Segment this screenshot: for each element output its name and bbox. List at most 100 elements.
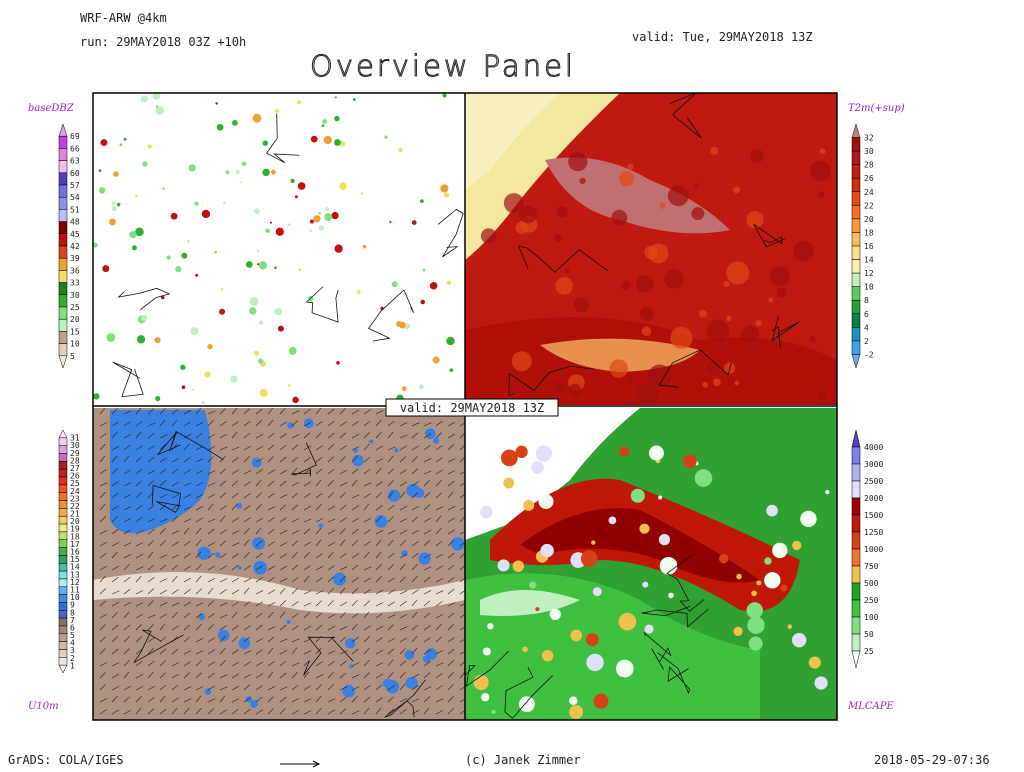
wind-arrow xyxy=(255,638,264,643)
wind-arrow xyxy=(171,481,180,487)
model-label: WRF-ARW @4km xyxy=(80,11,167,25)
colorbar-label: 250 xyxy=(864,596,879,605)
colorbar-segment xyxy=(58,282,68,296)
wind-arrow xyxy=(303,575,310,583)
temperature-patch xyxy=(769,266,790,287)
wind-arrow xyxy=(159,708,167,715)
wind-arrow xyxy=(327,671,334,679)
wind-arrow xyxy=(375,707,382,715)
colorbar-label: 22 xyxy=(864,201,874,210)
wind-arrow xyxy=(327,468,335,475)
radar-echo xyxy=(443,192,450,198)
wind-arrow xyxy=(351,600,358,607)
colorbar-segment xyxy=(851,633,861,652)
colorbar-label: 100 xyxy=(864,613,879,622)
colorbar-segment xyxy=(58,196,68,210)
wind-arrow xyxy=(243,481,251,487)
wind-arrow xyxy=(183,409,192,415)
wind-arrow xyxy=(231,611,238,619)
colorbar-label: 18 xyxy=(864,228,874,237)
radar-echo xyxy=(265,228,270,234)
valid-label: valid: Tue, 29MAY2018 13Z xyxy=(632,30,813,44)
radar-echo xyxy=(360,192,363,195)
colorbar-label: 36 xyxy=(70,266,80,275)
wind-arrow xyxy=(459,482,465,487)
colorbar-segment xyxy=(58,461,68,470)
temperature-panel xyxy=(465,93,837,405)
wind-arrow xyxy=(363,636,370,643)
cape-patch xyxy=(658,533,671,546)
wind-arrow xyxy=(183,624,191,631)
radar-echo xyxy=(219,308,226,315)
colorbar-label: 45 xyxy=(70,230,80,239)
wind-arrow xyxy=(315,647,322,655)
wind-arrow xyxy=(159,578,168,583)
wind-patch xyxy=(236,502,243,509)
wind-arrow xyxy=(231,517,239,523)
wind-arrow xyxy=(411,673,420,679)
cape-patch xyxy=(733,626,743,637)
wind-arrow xyxy=(435,601,443,607)
wind-arrow xyxy=(219,529,227,535)
radar-echo xyxy=(446,336,455,346)
wind-arrow xyxy=(243,625,251,631)
radar-echo xyxy=(116,202,121,207)
wind-arrow xyxy=(339,482,348,487)
wind-arrow xyxy=(435,469,444,475)
radar-echo xyxy=(230,375,238,383)
radar-echo xyxy=(109,218,116,226)
wind-arrow xyxy=(219,505,227,511)
cape-patch xyxy=(585,633,599,647)
wind-arrow xyxy=(327,492,334,499)
wind-arrow xyxy=(195,660,202,667)
radar-echo xyxy=(201,209,211,219)
wind-arrow xyxy=(303,590,312,595)
colorbar-label: 30 xyxy=(70,291,80,300)
wind-arrow xyxy=(423,612,431,619)
cape-patch xyxy=(808,656,821,669)
wind-arrow xyxy=(303,612,310,619)
temperature-patch xyxy=(568,151,588,172)
wind-arrow xyxy=(219,468,227,475)
wind-arrow xyxy=(243,674,252,679)
wind-arrow xyxy=(399,434,408,439)
wind-arrow xyxy=(99,613,108,619)
wind-arrow xyxy=(327,600,334,607)
colorbar-label: 33 xyxy=(70,279,80,288)
radar-echo xyxy=(253,208,260,215)
wind-arrow xyxy=(243,539,250,547)
wind-arrow xyxy=(99,588,107,595)
wind-arrow xyxy=(231,492,239,499)
wind-arrow xyxy=(339,552,347,559)
wind-arrow xyxy=(183,601,191,607)
colorbar-label: 14 xyxy=(70,563,80,572)
wind-arrow xyxy=(207,482,216,487)
wind-arrow xyxy=(243,613,251,619)
colorbar-label: 63 xyxy=(70,157,80,166)
wind-arrow xyxy=(267,517,275,523)
cape-patch xyxy=(592,587,602,597)
wind-arrow xyxy=(195,408,202,415)
cape-patch xyxy=(683,454,697,469)
temperature-patch xyxy=(554,380,566,392)
wind-arrow xyxy=(123,659,130,667)
wind-arrow xyxy=(423,649,431,655)
radar-echo xyxy=(257,263,260,266)
colorbar-label: 21 xyxy=(70,510,80,519)
wind-arrow xyxy=(339,517,347,523)
temperature-patch xyxy=(810,160,831,181)
cape-patch xyxy=(518,696,535,713)
colorbar-segment xyxy=(851,259,861,274)
wind-arrow xyxy=(387,648,395,655)
wind-arrow xyxy=(435,590,444,595)
radar-echo xyxy=(389,220,392,224)
wind-arrow xyxy=(363,589,371,595)
colorbar-segment xyxy=(58,539,68,548)
wind-arrow xyxy=(123,494,132,499)
wind-arrow xyxy=(423,445,431,451)
radar-echo xyxy=(321,124,325,127)
wind-arrow xyxy=(459,422,465,427)
wind-arrow xyxy=(219,433,228,439)
wind-arrow xyxy=(243,661,251,667)
cape-patch xyxy=(615,659,634,678)
